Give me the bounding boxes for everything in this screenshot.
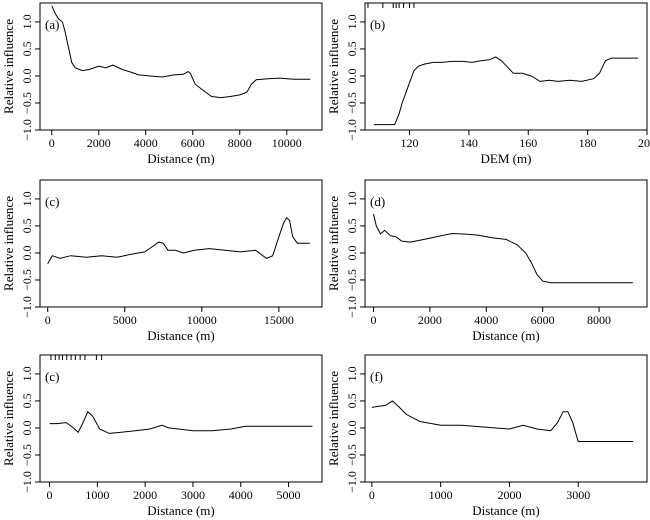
y-axis-title: Relative influence bbox=[326, 19, 341, 114]
x-tick-label: 4000 bbox=[474, 313, 498, 327]
panel-3: 0 5000 10000 15000 −1.0 −0.5 0.0 0.5 1.0 (c) Dista… bbox=[1, 179, 323, 343]
y-tick-label: −1.0 bbox=[20, 471, 34, 493]
x-tick-label: 3000 bbox=[566, 488, 590, 502]
y-tick-label: −0.5 bbox=[345, 269, 359, 291]
plot-frame bbox=[39, 2, 323, 131]
y-tick-label: −1.0 bbox=[345, 119, 359, 141]
y-tick-label: 0.5 bbox=[345, 393, 359, 408]
x-tick-label: 140 bbox=[460, 136, 478, 150]
x-tick-label: 15000 bbox=[264, 313, 294, 327]
x-tick-label: 0 bbox=[369, 488, 375, 502]
panel-label: (b) bbox=[370, 17, 385, 32]
y-tick-label: 0.5 bbox=[345, 218, 359, 233]
y-tick-label: 0.5 bbox=[20, 41, 34, 56]
x-tick-label: 5000 bbox=[277, 488, 301, 502]
y-tick-label: 0.0 bbox=[20, 245, 34, 260]
y-tick-label: −1.0 bbox=[345, 296, 359, 318]
x-tick-label: 10000 bbox=[272, 136, 302, 150]
x-tick-label: 6000 bbox=[181, 136, 205, 150]
x-tick-label: 5000 bbox=[113, 313, 137, 327]
y-axis-title: Relative influence bbox=[1, 19, 16, 114]
y-tick-label: 1.0 bbox=[345, 366, 359, 381]
series-line-1 bbox=[373, 56, 639, 126]
y-axis-title: Relative influence bbox=[1, 196, 16, 291]
y-tick-label: −0.5 bbox=[345, 444, 359, 466]
y-axis-title: Relative influence bbox=[1, 371, 16, 466]
x-tick-label: 2000 bbox=[497, 488, 521, 502]
panel-6: 0 1000 2000 3000 −1.0 −0.5 0.0 0.5 1.0 (f) Distanc… bbox=[326, 354, 648, 518]
x-tick-label: 180 bbox=[579, 136, 597, 150]
plot-frame bbox=[364, 2, 648, 131]
y-tick-label: −1.0 bbox=[20, 119, 34, 141]
panel-label: (d) bbox=[370, 194, 385, 209]
y-tick-label: 0.5 bbox=[20, 393, 34, 408]
y-tick-label: 1.0 bbox=[345, 14, 359, 29]
x-axis-title: Distance (m) bbox=[472, 503, 540, 518]
x-axis-title: DEM (m) bbox=[481, 151, 532, 166]
x-tick-label: 3000 bbox=[181, 488, 205, 502]
x-axis-title: Distance (m) bbox=[147, 503, 215, 518]
x-tick-label: 1000 bbox=[429, 488, 453, 502]
y-tick-label: 0.0 bbox=[20, 68, 34, 83]
y-tick-label: 0.5 bbox=[345, 41, 359, 56]
series-line-1 bbox=[47, 217, 310, 265]
y-tick-label: 0.0 bbox=[345, 68, 359, 83]
y-tick-label: −0.5 bbox=[20, 444, 34, 466]
panel-label: (a) bbox=[45, 17, 59, 32]
y-tick-label: 1.0 bbox=[20, 366, 34, 381]
x-tick-label: 2000 bbox=[133, 488, 157, 502]
panel-label: (f) bbox=[370, 369, 383, 384]
y-tick-label: −0.5 bbox=[345, 92, 359, 114]
panel-1: 0 2000 4000 6000 8000 10000 −1.0 −0.5 0.0 0.5 1.0 (… bbox=[1, 2, 323, 166]
series-line-1 bbox=[51, 5, 311, 99]
x-tick-label: 0 bbox=[47, 488, 53, 502]
x-tick-label: 160 bbox=[519, 136, 537, 150]
y-tick-label: 0.0 bbox=[345, 245, 359, 260]
plot-frame bbox=[364, 354, 648, 483]
y-tick-label: 0.0 bbox=[20, 420, 34, 435]
x-tick-label: 2000 bbox=[87, 136, 111, 150]
plot-frame bbox=[39, 179, 323, 308]
x-tick-label: 8000 bbox=[228, 136, 252, 150]
y-axis-title: Relative influence bbox=[326, 196, 341, 291]
x-tick-label: 8000 bbox=[587, 313, 611, 327]
x-axis-title: Distance (m) bbox=[147, 151, 215, 166]
x-tick-label: 2000 bbox=[418, 313, 442, 327]
panel-label: (c) bbox=[45, 369, 59, 384]
x-tick-label: 200 bbox=[638, 136, 650, 150]
y-tick-label: −0.5 bbox=[20, 92, 34, 114]
x-tick-label: 4000 bbox=[134, 136, 158, 150]
x-tick-label: 120 bbox=[401, 136, 419, 150]
y-tick-label: −1.0 bbox=[345, 471, 359, 493]
plot-frame bbox=[39, 354, 323, 483]
x-axis-title: Distance (m) bbox=[147, 328, 215, 343]
x-tick-label: 0 bbox=[45, 313, 51, 327]
y-tick-label: 0.0 bbox=[345, 420, 359, 435]
panel-label: (c) bbox=[45, 194, 59, 209]
y-tick-label: −0.5 bbox=[20, 269, 34, 291]
x-axis-title: Distance (m) bbox=[472, 328, 540, 343]
x-tick-label: 1000 bbox=[85, 488, 109, 502]
series-line-1 bbox=[373, 213, 633, 284]
plot-frame bbox=[364, 179, 648, 308]
panel-5: 0 1000 2000 3000 4000 5000 −1.0 −0.5 0.0 0.5 1.0 (c… bbox=[1, 354, 323, 518]
y-tick-label: −1.0 bbox=[20, 296, 34, 318]
series-line-1 bbox=[49, 410, 313, 434]
y-tick-label: 1.0 bbox=[20, 191, 34, 206]
x-tick-label: 0 bbox=[370, 313, 376, 327]
panel-2: 120 140 160 180 200 −1.0 −0.5 0.0 0.5 1.0 (b) DEM (… bbox=[326, 2, 650, 166]
x-tick-label: 0 bbox=[49, 136, 55, 150]
x-tick-label: 6000 bbox=[531, 313, 555, 327]
panel-4: 0 2000 4000 6000 8000 −1.0 −0.5 0.0 0.5 1.0 (d) Dis… bbox=[326, 179, 648, 343]
y-tick-label: 1.0 bbox=[20, 14, 34, 29]
y-axis-title: Relative influence bbox=[326, 371, 341, 466]
series-line-1 bbox=[371, 400, 634, 442]
y-tick-label: 0.5 bbox=[20, 218, 34, 233]
x-tick-label: 10000 bbox=[187, 313, 217, 327]
x-tick-label: 4000 bbox=[229, 488, 253, 502]
y-tick-label: 1.0 bbox=[345, 191, 359, 206]
